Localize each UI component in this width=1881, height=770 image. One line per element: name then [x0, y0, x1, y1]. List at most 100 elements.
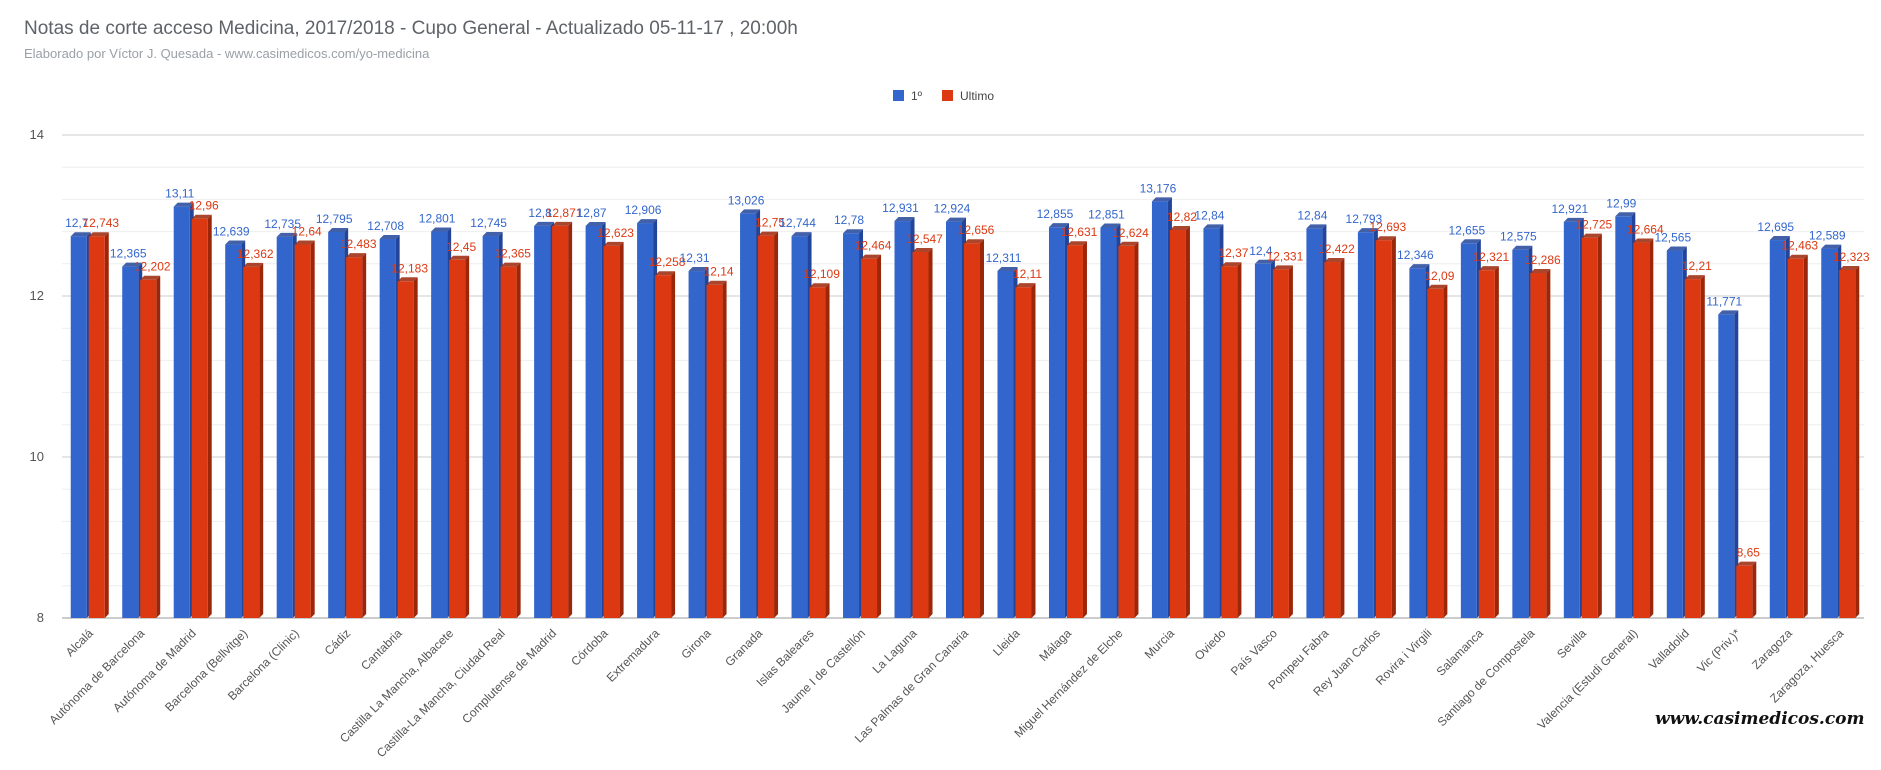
bar-top: [1151, 197, 1172, 202]
bar-ultimo: [1118, 245, 1135, 618]
data-label: 12,323: [1833, 250, 1870, 264]
x-category-label: La Laguna: [870, 626, 920, 676]
bar-primero: [534, 225, 551, 618]
bar-top: [861, 254, 882, 259]
bar-ultimo: [706, 284, 723, 618]
bar-top: [1666, 246, 1687, 251]
data-label: 12,422: [1318, 242, 1355, 256]
data-label: 8,65: [1737, 546, 1761, 560]
data-label: 12,8: [528, 206, 552, 220]
x-category-label: Girona: [678, 626, 714, 662]
data-label: 12,96: [189, 199, 219, 213]
x-category-label: Murcia: [1142, 626, 1178, 662]
legend-swatch-2: [942, 90, 953, 101]
bar-top: [791, 232, 812, 237]
bar-ultimo: [655, 275, 672, 618]
bar-ultimo: [603, 245, 620, 618]
data-label: 12,7: [65, 216, 89, 230]
data-label: 12,64: [292, 224, 322, 238]
bar-ultimo: [912, 251, 929, 619]
bar-top: [912, 247, 933, 252]
bar-ultimo: [1427, 288, 1444, 618]
data-label: 12,655: [1449, 223, 1486, 237]
data-label: 12,855: [1037, 207, 1074, 221]
bar-primero: [482, 236, 499, 618]
bar-primero: [276, 236, 293, 618]
y-tick-label: 8: [37, 610, 44, 625]
bar-side: [413, 277, 418, 618]
bar-primero: [1563, 221, 1580, 618]
bar-side: [516, 262, 521, 618]
data-label: 12,09: [1424, 269, 1454, 283]
data-label: 12,331: [1267, 249, 1304, 263]
bar-top: [1769, 236, 1790, 241]
bar-top: [1100, 223, 1121, 228]
bar-primero: [1409, 268, 1426, 618]
bar-top: [1478, 266, 1499, 271]
data-label: 12,589: [1809, 229, 1846, 243]
bar-top: [1169, 225, 1190, 230]
bar-top: [1581, 233, 1602, 238]
x-category-label: Oviedo: [1192, 626, 1229, 663]
data-label: 12,463: [1781, 239, 1818, 253]
data-label: 12,84: [1194, 208, 1224, 222]
bar-side: [1803, 254, 1808, 618]
bar-top: [70, 232, 91, 237]
bar-primero: [122, 266, 139, 618]
bar-top: [1684, 275, 1705, 280]
data-label: 12,202: [134, 260, 171, 274]
watermark: www.casimedicos.com: [1655, 709, 1865, 729]
bar-top: [328, 228, 349, 233]
x-category-label: Salamanca: [1434, 626, 1487, 679]
bar-top: [431, 227, 452, 232]
data-label: 12,656: [958, 223, 995, 237]
bar-primero: [1821, 248, 1838, 618]
bar-side: [1443, 284, 1448, 618]
bar-top: [346, 253, 367, 258]
bar-top: [243, 262, 264, 267]
bar-primero: [1615, 216, 1632, 618]
bar-primero: [1100, 227, 1117, 618]
bar-side: [1391, 236, 1396, 618]
bar-primero: [225, 244, 242, 619]
data-label: 12,321: [1473, 250, 1510, 264]
bar-top: [1118, 241, 1139, 246]
data-label: 12,547: [906, 232, 943, 246]
bar-ultimo: [1787, 258, 1804, 618]
bar-primero: [1048, 227, 1065, 619]
bar-side: [362, 253, 367, 618]
legend-label-2: Ultimo: [960, 89, 994, 103]
x-category-label: Cádiz: [322, 626, 354, 658]
bar-side: [980, 239, 984, 618]
bar-side: [774, 231, 779, 618]
y-tick-label: 10: [30, 449, 44, 464]
data-label: 12,744: [779, 216, 816, 230]
bar-ultimo: [1736, 565, 1753, 618]
data-label: 12,743: [82, 216, 119, 230]
bar-side: [1082, 241, 1087, 618]
data-label: 12,75: [755, 216, 785, 230]
bar-side: [1288, 265, 1293, 618]
bar-side: [104, 232, 109, 618]
bar-top: [122, 262, 143, 267]
bar-side: [1752, 561, 1757, 618]
bar-top: [946, 217, 966, 222]
bar-ultimo: [294, 244, 311, 619]
bar-top: [1787, 254, 1808, 259]
data-label: 12,99: [1606, 196, 1636, 210]
x-category-label: Zaragoza: [1749, 626, 1795, 672]
data-label: 12,4: [1249, 244, 1273, 258]
bar-top: [397, 277, 418, 282]
bar-ultimo: [191, 218, 208, 618]
x-category-label: Vic (Priv.)*: [1694, 626, 1743, 675]
bar-ultimo: [1272, 269, 1289, 618]
bar-top: [500, 262, 521, 267]
bar-primero: [1357, 232, 1374, 618]
bar-side: [1134, 241, 1139, 618]
data-label: 11,771: [1706, 294, 1742, 308]
bar-primero: [1460, 243, 1477, 618]
bar-top: [964, 239, 984, 244]
bar-side: [568, 221, 573, 618]
x-category-label: Cantabria: [358, 626, 405, 673]
bar-ultimo: [1581, 237, 1598, 618]
